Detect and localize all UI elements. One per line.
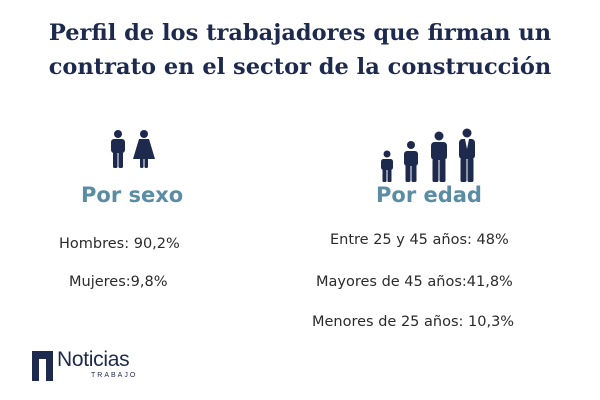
edad-icons (377, 128, 481, 182)
logo-n-icon (32, 351, 53, 381)
stat-hombres: Hombres: 90,2% (59, 236, 180, 252)
title-line-2: contrato en el sector de la construcción (48, 54, 552, 80)
stat-menores-25: Menores de 25 años: 10,3% (312, 314, 515, 330)
man-icon (431, 131, 447, 182)
boy-icon (404, 141, 418, 182)
logo-name: Noticias (57, 348, 130, 371)
sexo-heading: Por sexo (81, 183, 184, 207)
man-icon (111, 130, 125, 168)
stat-mayores-45: Mayores de 45 años:41,8% (316, 274, 513, 290)
stat-mujeres: Mujeres:9,8% (69, 274, 168, 290)
stat-entre-25-45: Entre 25 y 45 años: 48% (330, 232, 509, 248)
page-title: Perfil de los trabajadores que firman un… (0, 16, 600, 84)
title-line-1: Perfil de los trabajadores que firman un (48, 20, 552, 46)
child-icon (381, 150, 393, 182)
businessman-icon (459, 128, 475, 182)
woman-icon (133, 130, 155, 168)
edad-heading: Por edad (376, 183, 482, 207)
sexo-icons (106, 130, 158, 168)
logo-subtitle: TRABAJO (91, 372, 138, 379)
